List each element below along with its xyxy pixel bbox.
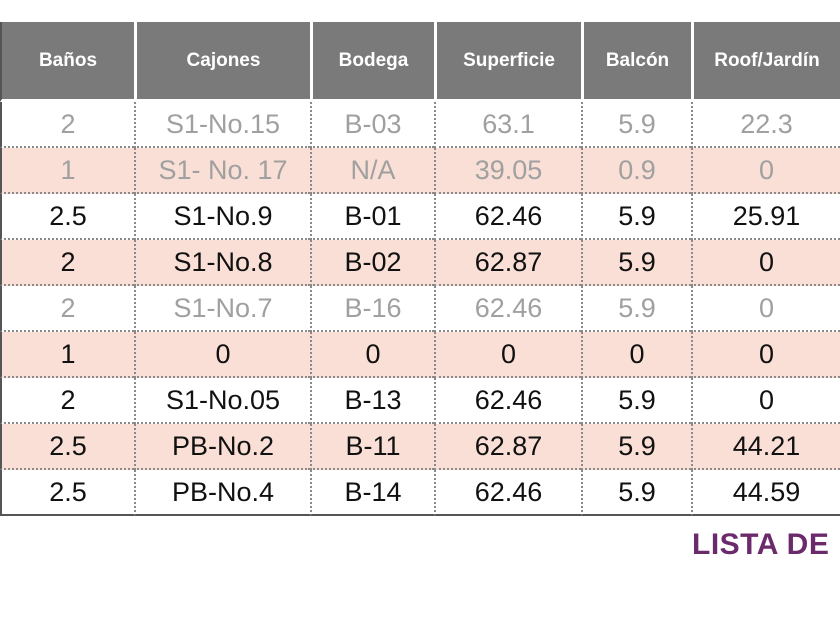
roof-jardin-cell: 0 xyxy=(691,240,840,286)
balcon-cell: 5.9 xyxy=(581,102,691,148)
header-row: Baños Cajones Bodega Superficie Balcón R… xyxy=(0,22,840,102)
roof-jardin-cell: 25.91 xyxy=(691,194,840,240)
table-row: 2 S1-No.05 B-13 62.46 5.9 0 xyxy=(0,378,840,424)
banos-cell: 2.5 xyxy=(0,470,134,516)
cajones-cell: PB-No.2 xyxy=(134,424,310,470)
table-row: 2.5 S1-No.9 B-01 62.46 5.9 25.91 xyxy=(0,194,840,240)
bodega-cell: B-03 xyxy=(310,102,434,148)
cajones-cell: S1-No.15 xyxy=(134,102,310,148)
balcon-cell: 5.9 xyxy=(581,240,691,286)
superficie-cell: 0 xyxy=(434,332,581,378)
cajones-cell: PB-No.4 xyxy=(134,470,310,516)
cajones-cell: S1-No.7 xyxy=(134,286,310,332)
table-row: 2 S1-No.15 B-03 63.1 5.9 22.3 xyxy=(0,102,840,148)
balcon-cell: 5.9 xyxy=(581,424,691,470)
banos-cell: 2 xyxy=(0,102,134,148)
roof-jardin-cell: 44.21 xyxy=(691,424,840,470)
bodega-cell: B-02 xyxy=(310,240,434,286)
banos-cell: 2 xyxy=(0,286,134,332)
units-table: Baños Cajones Bodega Superficie Balcón R… xyxy=(0,22,840,516)
superficie-cell: 62.46 xyxy=(434,378,581,424)
balcon-cell: 5.9 xyxy=(581,194,691,240)
superficie-cell: 39.05 xyxy=(434,148,581,194)
table-row: 2 S1-No.8 B-02 62.87 5.9 0 xyxy=(0,240,840,286)
superficie-cell: 62.87 xyxy=(434,424,581,470)
table-body: 2 S1-No.15 B-03 63.1 5.9 22.3 1 S1- No. 17 N/A 39… xyxy=(0,102,840,516)
cajones-cell: S1-No.9 xyxy=(134,194,310,240)
banos-cell: 1 xyxy=(0,332,134,378)
table-row: 1 S1- No. 17 N/A 39.05 0.9 0 xyxy=(0,148,840,194)
bodega-cell: 0 xyxy=(310,332,434,378)
superficie-cell: 62.46 xyxy=(434,194,581,240)
header-roof-jardin: Roof/Jardín xyxy=(691,22,840,102)
header-bodega: Bodega xyxy=(310,22,434,102)
table-row: 2.5 PB-No.4 B-14 62.46 5.9 44.59 xyxy=(0,470,840,516)
banos-cell: 1 xyxy=(0,148,134,194)
bodega-cell: N/A xyxy=(310,148,434,194)
superficie-cell: 62.87 xyxy=(434,240,581,286)
bodega-cell: B-01 xyxy=(310,194,434,240)
roof-jardin-cell: 0 xyxy=(691,148,840,194)
bodega-cell: B-11 xyxy=(310,424,434,470)
cajones-cell: 0 xyxy=(134,332,310,378)
roof-jardin-cell: 0 xyxy=(691,286,840,332)
balcon-cell: 0.9 xyxy=(581,148,691,194)
banos-cell: 2.5 xyxy=(0,194,134,240)
balcon-cell: 5.9 xyxy=(581,470,691,516)
banos-cell: 2 xyxy=(0,378,134,424)
header-balcon: Balcón xyxy=(581,22,691,102)
balcon-cell: 0 xyxy=(581,332,691,378)
balcon-cell: 5.9 xyxy=(581,286,691,332)
superficie-cell: 62.46 xyxy=(434,470,581,516)
roof-jardin-cell: 22.3 xyxy=(691,102,840,148)
lista-heading: LISTA DE xyxy=(692,528,830,561)
header-cajones: Cajones xyxy=(134,22,310,102)
superficie-cell: 63.1 xyxy=(434,102,581,148)
banos-cell: 2 xyxy=(0,240,134,286)
roof-jardin-cell: 0 xyxy=(691,378,840,424)
cajones-cell: S1- No. 17 xyxy=(134,148,310,194)
superficie-cell: 62.46 xyxy=(434,286,581,332)
bodega-cell: B-14 xyxy=(310,470,434,516)
bodega-cell: B-16 xyxy=(310,286,434,332)
cajones-cell: S1-No.8 xyxy=(134,240,310,286)
balcon-cell: 5.9 xyxy=(581,378,691,424)
bodega-cell: B-13 xyxy=(310,378,434,424)
roof-jardin-cell: 0 xyxy=(691,332,840,378)
cajones-cell: S1-No.05 xyxy=(134,378,310,424)
table-row: 2.5 PB-No.2 B-11 62.87 5.9 44.21 xyxy=(0,424,840,470)
banos-cell: 2.5 xyxy=(0,424,134,470)
roof-jardin-cell: 44.59 xyxy=(691,470,840,516)
table-row: 2 S1-No.7 B-16 62.46 5.9 0 xyxy=(0,286,840,332)
header-banos: Baños xyxy=(0,22,134,102)
header-superficie: Superficie xyxy=(434,22,581,102)
